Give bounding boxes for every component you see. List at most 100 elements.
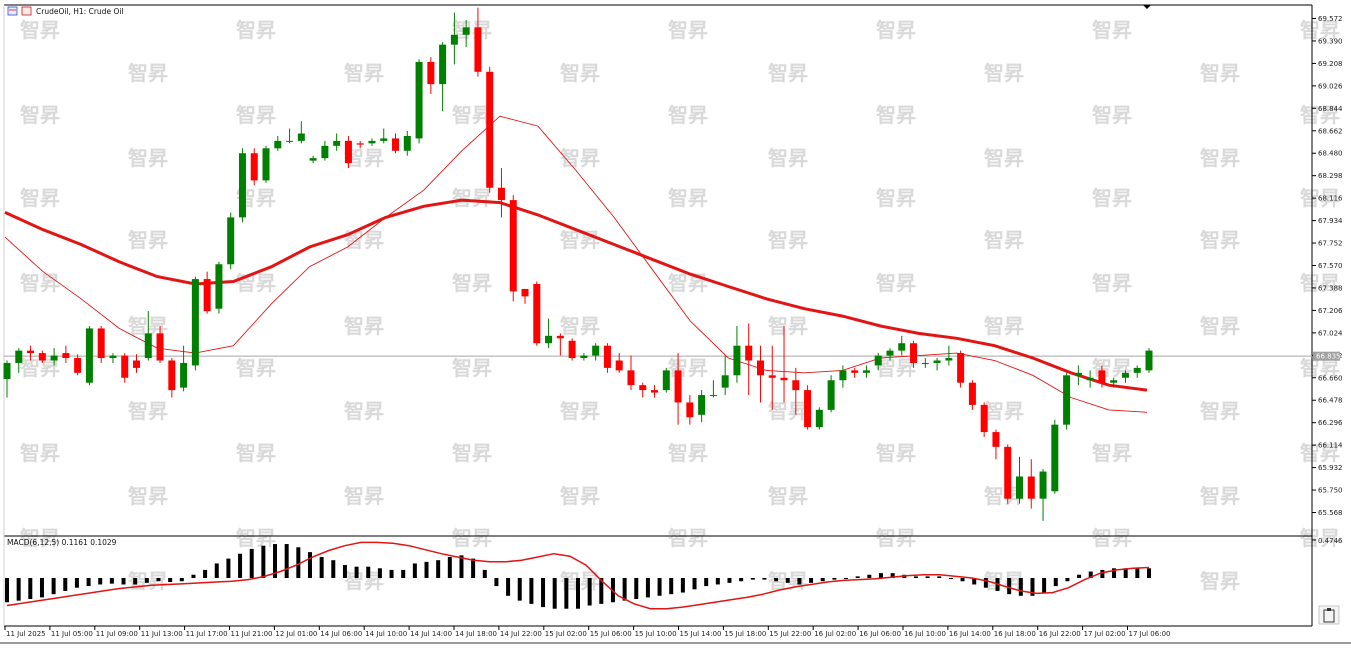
macd-title: MACD(6,12,5) 0.1161 0.1029 [7, 538, 117, 547]
macd-bar [739, 578, 744, 582]
candle [1086, 370, 1094, 388]
watermark-text: 智昇 [1200, 228, 1240, 252]
time-tick-label: 16 Jul 18:00 [994, 630, 1036, 638]
candle-body [462, 27, 470, 35]
watermark-text: 智昇 [20, 18, 60, 42]
candle-body [356, 143, 364, 145]
candle-body [627, 370, 635, 386]
candle [1133, 365, 1141, 378]
candle-body [180, 362, 188, 388]
candle-body [745, 345, 753, 361]
macd-bar [774, 578, 779, 582]
macd-bar [1123, 568, 1128, 578]
time-tick-label: 17 Jul 06:00 [1129, 630, 1171, 638]
macd-bar [249, 548, 254, 578]
candle-body [15, 350, 23, 363]
watermark-text: 智昇 [668, 18, 708, 42]
price-tick-label: 67.024 [1318, 329, 1343, 337]
candle-body [344, 140, 352, 164]
price-tick-label: 67.570 [1318, 262, 1343, 270]
candle-body [439, 44, 447, 85]
watermark-text: 智昇 [668, 441, 708, 465]
macd-histogram [5, 544, 1151, 609]
candle-body [509, 200, 517, 292]
candle-body [474, 27, 482, 72]
candle-body [1004, 446, 1012, 499]
macd-bar [319, 556, 324, 578]
candle [1110, 377, 1118, 388]
candle [1121, 370, 1129, 383]
chart-shift-marker[interactable] [1143, 5, 1151, 9]
watermark-text: 智昇 [236, 18, 276, 42]
macd-bar [715, 578, 720, 585]
candle-body [1145, 350, 1153, 371]
macd-bar [331, 560, 336, 578]
candle [203, 271, 211, 314]
candle [1074, 365, 1082, 386]
candle-body [62, 353, 70, 359]
macd-bar [1042, 578, 1047, 593]
macd-bar [669, 578, 674, 595]
watermark-text: 智昇 [668, 356, 708, 380]
macd-bar [1007, 578, 1012, 595]
candle-body [957, 353, 965, 383]
watermark-text: 智昇 [768, 61, 808, 85]
candle-body [709, 395, 717, 397]
price-tick-label: 67.206 [1318, 307, 1343, 315]
clipboard-button[interactable] [1318, 605, 1340, 625]
candle-body [827, 380, 835, 410]
candle-body [545, 335, 553, 344]
macd-bar [634, 578, 639, 600]
watermark-text: 智昇 [344, 228, 384, 252]
macd-bar [296, 547, 301, 578]
macd-bar [459, 555, 464, 578]
watermark-text: 智昇 [236, 103, 276, 127]
watermark-text: 智昇 [236, 441, 276, 465]
time-tick-label: 14 Jul 10:00 [365, 630, 407, 638]
candle-body [392, 138, 400, 151]
candle [839, 365, 847, 388]
price-tick-label: 68.298 [1318, 172, 1343, 180]
price-tick-label: 65.932 [1318, 464, 1343, 472]
macd-bar [16, 578, 21, 601]
current-price-tag-bg [1313, 351, 1340, 361]
macd-bar [832, 578, 837, 580]
candle-body [497, 187, 505, 201]
watermark-text: 智昇 [452, 103, 492, 127]
macd-bar [401, 569, 406, 578]
current-price-tag: 66.835 [1313, 351, 1341, 361]
time-tick-label: 15 Jul 10:00 [635, 630, 677, 638]
candle-body [910, 343, 918, 363]
macd-bar [727, 578, 732, 583]
watermark-text: 智昇 [1200, 484, 1240, 508]
watermark-text: 智昇 [20, 441, 60, 465]
watermark-text: 智昇 [1200, 399, 1240, 423]
candle [756, 345, 764, 403]
chart-type-icon[interactable] [21, 6, 32, 16]
watermark-text: 智昇 [876, 18, 916, 42]
candle [874, 353, 882, 371]
macd-bar [121, 578, 126, 585]
watermark-text: 智昇 [128, 228, 168, 252]
macd-bar [948, 578, 953, 579]
watermark-text: 智昇 [1300, 18, 1340, 42]
time-tick-label: 11 Jul 05:00 [51, 630, 93, 638]
watermark-text: 智昇 [984, 146, 1024, 170]
watermark-text: 智昇 [344, 569, 384, 593]
candle [227, 212, 235, 270]
candle-body [804, 390, 812, 428]
window-icon[interactable] [7, 6, 18, 16]
watermark-text: 智昇 [984, 228, 1024, 252]
candle-body [109, 355, 117, 359]
candle [1051, 419, 1059, 494]
watermark-text: 智昇 [236, 526, 276, 550]
candle-body [1098, 370, 1106, 383]
candle-body [97, 328, 105, 359]
macd-bar [1018, 578, 1023, 596]
watermark-text: 智昇 [236, 271, 276, 295]
watermark-text: 智昇 [128, 61, 168, 85]
candle-body [1051, 424, 1059, 492]
candle [957, 350, 965, 388]
candle [38, 350, 46, 363]
